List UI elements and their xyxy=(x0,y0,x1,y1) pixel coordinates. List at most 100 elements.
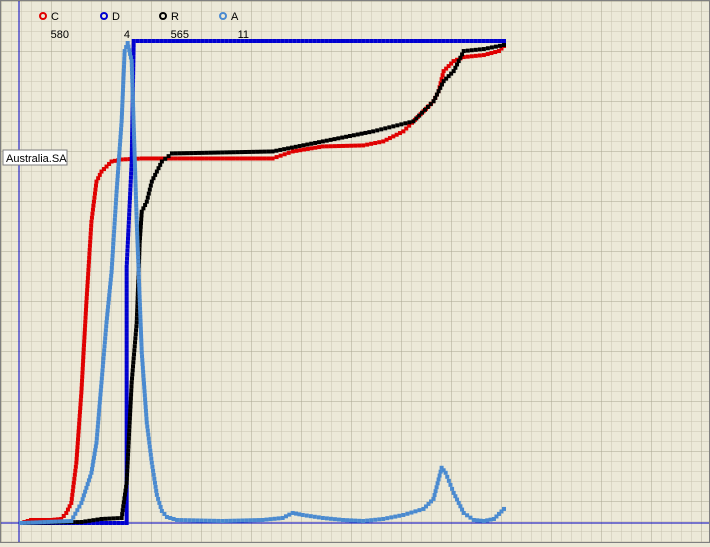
data-point-a xyxy=(132,139,137,144)
data-point-a xyxy=(294,511,299,516)
data-point-a xyxy=(131,123,136,128)
data-point-d xyxy=(127,195,132,200)
data-point-r xyxy=(434,92,439,97)
data-point-a xyxy=(132,135,137,140)
data-point-c xyxy=(74,460,79,465)
data-point-a xyxy=(248,518,253,523)
data-point-a xyxy=(324,516,329,521)
data-point-c xyxy=(76,437,81,442)
data-point-a xyxy=(91,455,96,460)
data-point-r xyxy=(258,149,263,154)
data-point-a xyxy=(77,504,82,509)
data-point-d xyxy=(124,424,129,429)
data-point-r xyxy=(441,79,446,84)
data-point-d xyxy=(131,39,136,43)
legend-entry-a[interactable]: A 11 xyxy=(219,11,249,41)
data-point-r xyxy=(320,139,325,144)
data-point-a xyxy=(106,300,111,305)
data-point-r xyxy=(465,48,470,53)
data-point-a xyxy=(105,312,110,317)
data-point-r xyxy=(379,127,384,132)
data-point-c xyxy=(440,73,445,78)
data-point-d xyxy=(129,171,134,176)
data-point-c xyxy=(266,156,271,161)
data-point-r xyxy=(87,518,92,523)
data-point-a xyxy=(83,489,88,494)
legend-entry-d[interactable]: D4 xyxy=(100,11,130,41)
data-point-c xyxy=(80,362,85,367)
data-point-c xyxy=(119,157,124,162)
data-point-a xyxy=(139,350,144,355)
data-point-a xyxy=(124,45,129,50)
data-point-r xyxy=(469,48,474,53)
data-point-a xyxy=(491,516,496,521)
data-point-c xyxy=(80,366,85,371)
data-point-a xyxy=(104,320,109,325)
data-point-c xyxy=(92,191,97,196)
data-point-a xyxy=(212,518,217,523)
data-point-c xyxy=(88,227,93,232)
data-point-c xyxy=(83,319,88,324)
data-point-d xyxy=(127,212,132,217)
data-point-a xyxy=(111,233,116,238)
data-point-r xyxy=(355,132,360,137)
data-point-c xyxy=(79,386,84,391)
data-point-c xyxy=(29,517,34,522)
data-point-d xyxy=(304,39,309,43)
data-point-r xyxy=(282,147,287,152)
data-point-r xyxy=(446,74,451,79)
data-point-a xyxy=(120,95,125,100)
data-point-a xyxy=(135,239,140,244)
data-point-c xyxy=(64,510,69,515)
data-point-a xyxy=(121,64,126,69)
data-point-a xyxy=(108,277,113,282)
data-point-d xyxy=(127,204,132,209)
data-point-r xyxy=(351,133,356,138)
data-point-d xyxy=(128,179,133,184)
data-point-c xyxy=(65,507,70,512)
data-point-a xyxy=(405,511,410,516)
data-point-c xyxy=(398,131,403,136)
data-point-a xyxy=(71,515,76,520)
data-point-a xyxy=(101,352,106,357)
data-point-a xyxy=(361,518,366,523)
data-point-a xyxy=(164,514,169,519)
data-point-a xyxy=(115,174,120,179)
data-point-a xyxy=(119,127,124,132)
data-point-a xyxy=(132,163,137,168)
data-point-a xyxy=(104,324,109,329)
data-point-d xyxy=(128,175,133,180)
data-point-r xyxy=(336,136,341,141)
data-point-d xyxy=(361,39,366,43)
data-point-a xyxy=(130,91,135,96)
data-point-d xyxy=(125,248,130,253)
data-point-c xyxy=(76,425,81,430)
data-point-r xyxy=(158,162,163,167)
data-point-a xyxy=(421,506,426,511)
data-point-a xyxy=(113,213,118,218)
data-point-a xyxy=(129,67,134,72)
data-point-d xyxy=(124,344,129,349)
data-point-d xyxy=(228,39,233,43)
data-point-r xyxy=(502,43,506,48)
data-point-a xyxy=(130,95,135,100)
data-point-d xyxy=(369,39,374,43)
data-point-a xyxy=(171,516,176,521)
data-point-a xyxy=(129,63,134,68)
legend-entry-c[interactable]: C 580 xyxy=(39,11,69,41)
legend-entry-r[interactable]: R 565 xyxy=(159,11,189,41)
data-point-r xyxy=(134,324,139,329)
data-point-c xyxy=(82,331,87,336)
data-point-c xyxy=(74,456,79,461)
data-point-c xyxy=(496,49,501,54)
data-point-a xyxy=(90,467,95,472)
data-point-d xyxy=(129,167,134,172)
data-point-d xyxy=(248,39,253,43)
data-point-r xyxy=(103,516,108,521)
data-point-d xyxy=(381,39,386,43)
data-point-d xyxy=(473,39,478,43)
data-point-c xyxy=(158,156,163,161)
data-point-r xyxy=(344,134,349,139)
data-point-r xyxy=(127,416,132,421)
data-point-d xyxy=(224,39,229,43)
